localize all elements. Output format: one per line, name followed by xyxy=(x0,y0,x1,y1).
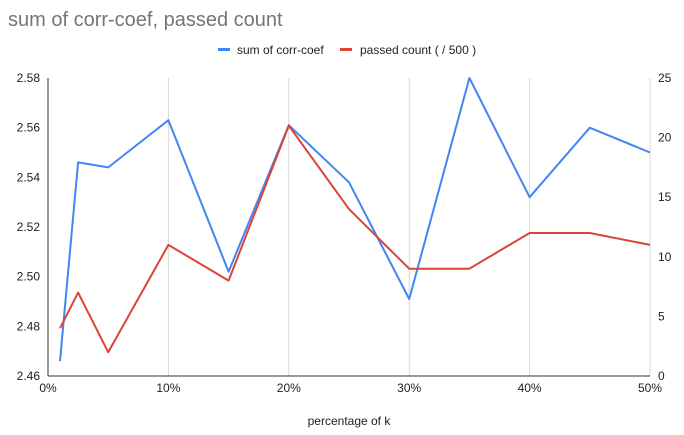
legend-swatch-passed-count xyxy=(340,48,352,51)
y-left-tick-label: 2.58 xyxy=(17,71,41,85)
x-tick-label: 40% xyxy=(518,381,542,395)
x-tick-label: 10% xyxy=(156,381,180,395)
y-left-tick-label: 2.52 xyxy=(17,220,41,234)
x-tick-label: 20% xyxy=(277,381,301,395)
chart-title: sum of corr-coef, passed count xyxy=(8,9,283,31)
grid xyxy=(167,78,651,376)
y-right-tick-label: 20 xyxy=(658,131,672,145)
legend-swatch-corr-coef xyxy=(218,48,230,51)
y-left-tick-label: 2.56 xyxy=(17,121,41,135)
legend: sum of corr-coef passed count ( / 500 ) xyxy=(218,43,476,57)
x-tick-label: 0% xyxy=(39,381,57,395)
y-right-tick-label: 0 xyxy=(658,369,665,383)
x-axis-title: percentage of k xyxy=(308,414,392,428)
legend-label-passed-count: passed count ( / 500 ) xyxy=(360,43,476,57)
series-line-passed-count xyxy=(59,124,651,354)
y-left-tick-label: 2.54 xyxy=(17,170,41,184)
x-tick-label: 50% xyxy=(638,381,662,395)
y-left-tick-label: 2.48 xyxy=(17,319,41,333)
y-right-tick-label: 15 xyxy=(658,190,672,204)
series-group xyxy=(59,77,651,362)
y-right-tick-label: 10 xyxy=(658,250,672,264)
x-tick-label: 30% xyxy=(397,381,421,395)
y-right-tick-label: 5 xyxy=(658,309,665,323)
axes: 0% 10% 20% 30% 40% 50% 2.46 2.48 2.50 2.52 2.54 2.5… xyxy=(17,71,672,395)
series-line-corr-coef xyxy=(59,77,651,362)
legend-label-corr-coef: sum of corr-coef xyxy=(237,43,324,57)
y-left-tick-label: 2.50 xyxy=(17,270,41,284)
y-left-tick-label: 2.46 xyxy=(17,369,41,383)
y-right-tick-label: 25 xyxy=(658,71,672,85)
